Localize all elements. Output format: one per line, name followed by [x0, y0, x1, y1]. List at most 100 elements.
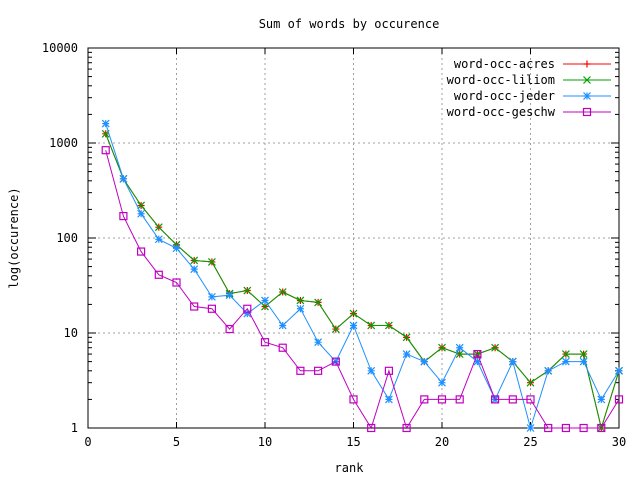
data-point — [154, 235, 163, 244]
data-point — [296, 304, 305, 313]
x-tick-label: 20 — [435, 435, 449, 449]
data-point — [101, 146, 110, 155]
y-tick-label: 1 — [71, 421, 78, 435]
legend-marker — [583, 60, 591, 68]
data-point — [101, 119, 110, 128]
data-point — [438, 378, 446, 387]
data-point — [544, 423, 553, 433]
data-point — [172, 278, 181, 287]
data-point — [473, 349, 482, 359]
x-axis-label: rank — [335, 461, 365, 475]
y-tick-label: 100 — [56, 231, 78, 245]
data-point — [243, 286, 252, 295]
data-point — [402, 333, 411, 342]
legend-label: word-occ-jeder — [454, 89, 555, 103]
data-point — [190, 302, 199, 311]
legend-marker — [583, 76, 591, 84]
data-point — [296, 296, 305, 305]
data-point — [579, 350, 588, 359]
axes: 0 5 10 15 20 25 30 1 10 100 1000 10000 — [42, 41, 626, 449]
data-point — [349, 321, 358, 330]
data-point — [491, 395, 500, 404]
data-point — [260, 338, 270, 347]
x-tick-label: 5 — [173, 435, 180, 449]
data-point — [455, 343, 464, 352]
data-point — [137, 247, 146, 256]
data-point — [154, 270, 163, 279]
data-point — [579, 423, 588, 433]
chart-title: Sum of words by occurence — [259, 17, 440, 31]
data-point — [278, 321, 287, 330]
data-point — [526, 395, 535, 404]
legend-label: word-occ-acres — [454, 57, 555, 71]
data-point — [367, 321, 376, 330]
data-point — [225, 291, 234, 300]
data-point — [420, 357, 429, 366]
data-point — [561, 423, 571, 433]
legend-label: word-occ-geschw — [447, 105, 556, 119]
series-group — [101, 119, 624, 433]
y-axis-label: log(occurence) — [7, 187, 21, 288]
data-point — [491, 343, 500, 352]
data-point — [207, 304, 216, 313]
legend-entry: word-occ-acres — [454, 57, 611, 71]
data-point — [473, 357, 482, 366]
legend-entry: word-occ-geschw — [447, 105, 611, 119]
legend-entry: word-occ-liliom — [447, 73, 611, 87]
data-point — [437, 395, 447, 404]
series-word-occ-liliom — [101, 129, 623, 432]
data-point — [119, 174, 128, 183]
data-point — [349, 395, 358, 404]
data-point — [438, 343, 446, 352]
legend: word-occ-acres word-occ-liliom word-occ-je… — [447, 57, 611, 119]
data-point — [455, 395, 464, 404]
data-point — [314, 298, 323, 307]
y-tick-label: 1000 — [49, 136, 78, 150]
data-point — [349, 309, 358, 318]
data-point — [579, 357, 588, 366]
y-tick-label: 10000 — [42, 41, 78, 55]
data-point — [261, 296, 269, 305]
data-point — [190, 256, 199, 265]
x-tick-label: 25 — [523, 435, 537, 449]
data-point — [207, 257, 216, 266]
data-point — [402, 350, 411, 359]
data-point — [243, 304, 252, 313]
data-point — [561, 350, 570, 359]
data-point — [154, 223, 163, 232]
legend-label: word-occ-liliom — [447, 73, 555, 87]
data-point — [420, 395, 429, 404]
data-point — [384, 366, 393, 375]
data-point — [367, 423, 376, 433]
data-point — [384, 395, 393, 404]
x-tick-label: 30 — [612, 435, 626, 449]
data-point — [367, 366, 376, 375]
data-point — [526, 378, 535, 387]
data-point — [508, 357, 517, 366]
data-point — [314, 366, 323, 375]
series-word-occ-geschw — [101, 146, 624, 433]
data-point — [597, 395, 606, 404]
data-point — [243, 309, 252, 318]
legend-marker — [583, 92, 591, 100]
data-point — [544, 366, 553, 375]
x-tick-label: 15 — [346, 435, 360, 449]
data-point — [137, 201, 146, 210]
x-tick-label: 0 — [84, 435, 91, 449]
data-point — [225, 324, 234, 334]
data-point — [278, 343, 287, 352]
data-point — [615, 366, 623, 375]
grid — [88, 48, 619, 428]
legend-entry: word-occ-jeder — [454, 89, 611, 103]
data-point — [331, 357, 340, 366]
data-point — [119, 212, 128, 221]
data-point — [526, 424, 535, 432]
data-point — [190, 265, 199, 274]
data-point — [384, 321, 393, 330]
data-point — [561, 357, 570, 366]
y-tick-label: 10 — [64, 326, 78, 340]
data-point — [597, 423, 606, 433]
